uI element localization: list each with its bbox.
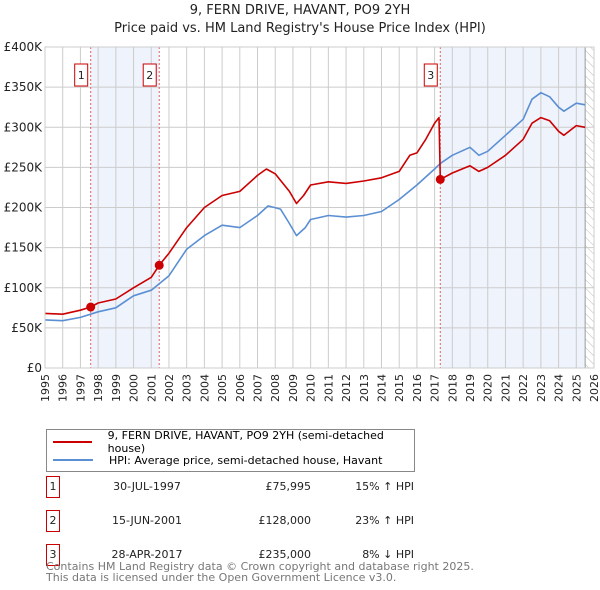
- sale-label: 2: [146, 69, 153, 82]
- sale-label: 3: [427, 69, 434, 82]
- x-tick-label: 2007: [252, 374, 265, 402]
- x-tick-label: 2015: [393, 374, 406, 402]
- x-tick-label: 1999: [110, 374, 123, 402]
- y-tick-label: £400K: [4, 40, 44, 54]
- x-tick-label: 1997: [74, 374, 87, 402]
- sale-label: 1: [78, 69, 85, 82]
- footer-copyright: Contains HM Land Registry data © Crown c…: [46, 560, 474, 573]
- legend-swatch-property: [53, 441, 92, 443]
- x-tick-label: 2005: [216, 374, 229, 402]
- hpi-line: [44, 91, 586, 322]
- legend-item-property: 9, FERN DRIVE, HAVANT, PO9 2YH (semi-det…: [53, 429, 414, 455]
- y-tick-label: £150K: [4, 241, 44, 255]
- transaction-price: £235,000: [258, 548, 312, 561]
- property-price-line: [44, 116, 586, 315]
- footer-licence: This data is licensed under the Open Gov…: [46, 571, 397, 584]
- x-tick-label: 2004: [198, 374, 211, 402]
- y-tick-label: £350K: [4, 80, 44, 94]
- sale-label-box: [142, 63, 157, 87]
- transaction-hpi: 15% ↑ HPI: [355, 480, 414, 493]
- x-tick-label: 2002: [163, 374, 176, 402]
- transaction-date: 28-APR-2017: [111, 548, 183, 561]
- x-tick-label: 2017: [429, 374, 442, 402]
- x-tick-label: 2024: [553, 374, 566, 402]
- transaction-price: £128,000: [258, 514, 312, 527]
- y-tick-label: £250K: [4, 160, 44, 174]
- x-tick-label: 2023: [535, 374, 548, 402]
- legend-label-property: 9, FERN DRIVE, HAVANT, PO9 2YH (semi-det…: [107, 429, 384, 455]
- sale-point: [435, 174, 445, 184]
- x-tick-label: 1998: [92, 374, 105, 402]
- transaction-marker: 2: [46, 510, 60, 532]
- x-tick-label: 2011: [322, 374, 335, 402]
- x-tick-label: 2006: [234, 374, 247, 402]
- legend: 9, FERN DRIVE, HAVANT, PO9 2YH (semi-det…: [46, 429, 415, 472]
- y-tick-label: £50K: [11, 321, 43, 335]
- x-tick-label: 2008: [269, 374, 282, 402]
- legend-item-hpi: HPI: Average price, semi-detached house,…: [53, 452, 382, 468]
- chart-subtitle: Price paid vs. HM Land Registry's House …: [114, 21, 486, 36]
- transaction-marker: 3: [46, 544, 60, 566]
- x-tick-label: 2021: [499, 374, 512, 402]
- y-tick-label: £200K: [4, 201, 44, 215]
- transaction-hpi: 23% ↑ HPI: [355, 514, 414, 527]
- sale-label-box: [423, 63, 438, 87]
- transaction-hpi: 8% ↓ HPI: [362, 548, 414, 561]
- x-tick-label: 2001: [145, 374, 158, 402]
- y-tick-label: £300K: [4, 120, 44, 134]
- x-tick-label: 2026: [588, 374, 600, 402]
- transaction-price: £75,995: [265, 480, 312, 493]
- x-tick-label: 2010: [305, 374, 318, 402]
- x-tick-label: 2009: [287, 374, 300, 402]
- x-tick-label: 2000: [128, 374, 141, 402]
- x-tick-label: 2014: [375, 374, 388, 402]
- sale-label-box: [74, 63, 89, 87]
- plot-frame: [44, 46, 595, 369]
- sale-point: [154, 260, 164, 270]
- line-chart: 1995 1996 1997 1998 1999 2000 2001 2002 2003 2004…: [4, 40, 600, 402]
- x-tick-label: 2003: [181, 374, 194, 402]
- x-tick-label: 2022: [517, 374, 530, 402]
- x-tick-label: 2013: [358, 374, 371, 402]
- sale-point: [86, 302, 96, 312]
- x-tick-label: 1995: [39, 374, 52, 402]
- transaction-date: 15-JUN-2001: [111, 514, 183, 527]
- x-tick-label: 2019: [464, 374, 477, 402]
- chart-title: 9, FERN DRIVE, HAVANT, PO9 2YH: [189, 3, 411, 18]
- y-tick-label: £0: [27, 361, 42, 375]
- transaction-marker: 1: [46, 476, 60, 498]
- x-tick-label: 2012: [340, 374, 353, 402]
- x-tick-label: 2020: [482, 374, 495, 402]
- transaction-date: 30-JUL-1997: [113, 480, 181, 493]
- x-tick-label: 2016: [411, 374, 424, 402]
- x-tick-label: 2018: [446, 374, 459, 402]
- x-tick-label: 2025: [570, 374, 583, 402]
- legend-swatch-hpi: [53, 459, 93, 461]
- x-tick-label: 1996: [57, 374, 70, 402]
- y-tick-label: £100K: [4, 281, 44, 295]
- legend-label-hpi: HPI: Average price, semi-detached house,…: [109, 453, 383, 467]
